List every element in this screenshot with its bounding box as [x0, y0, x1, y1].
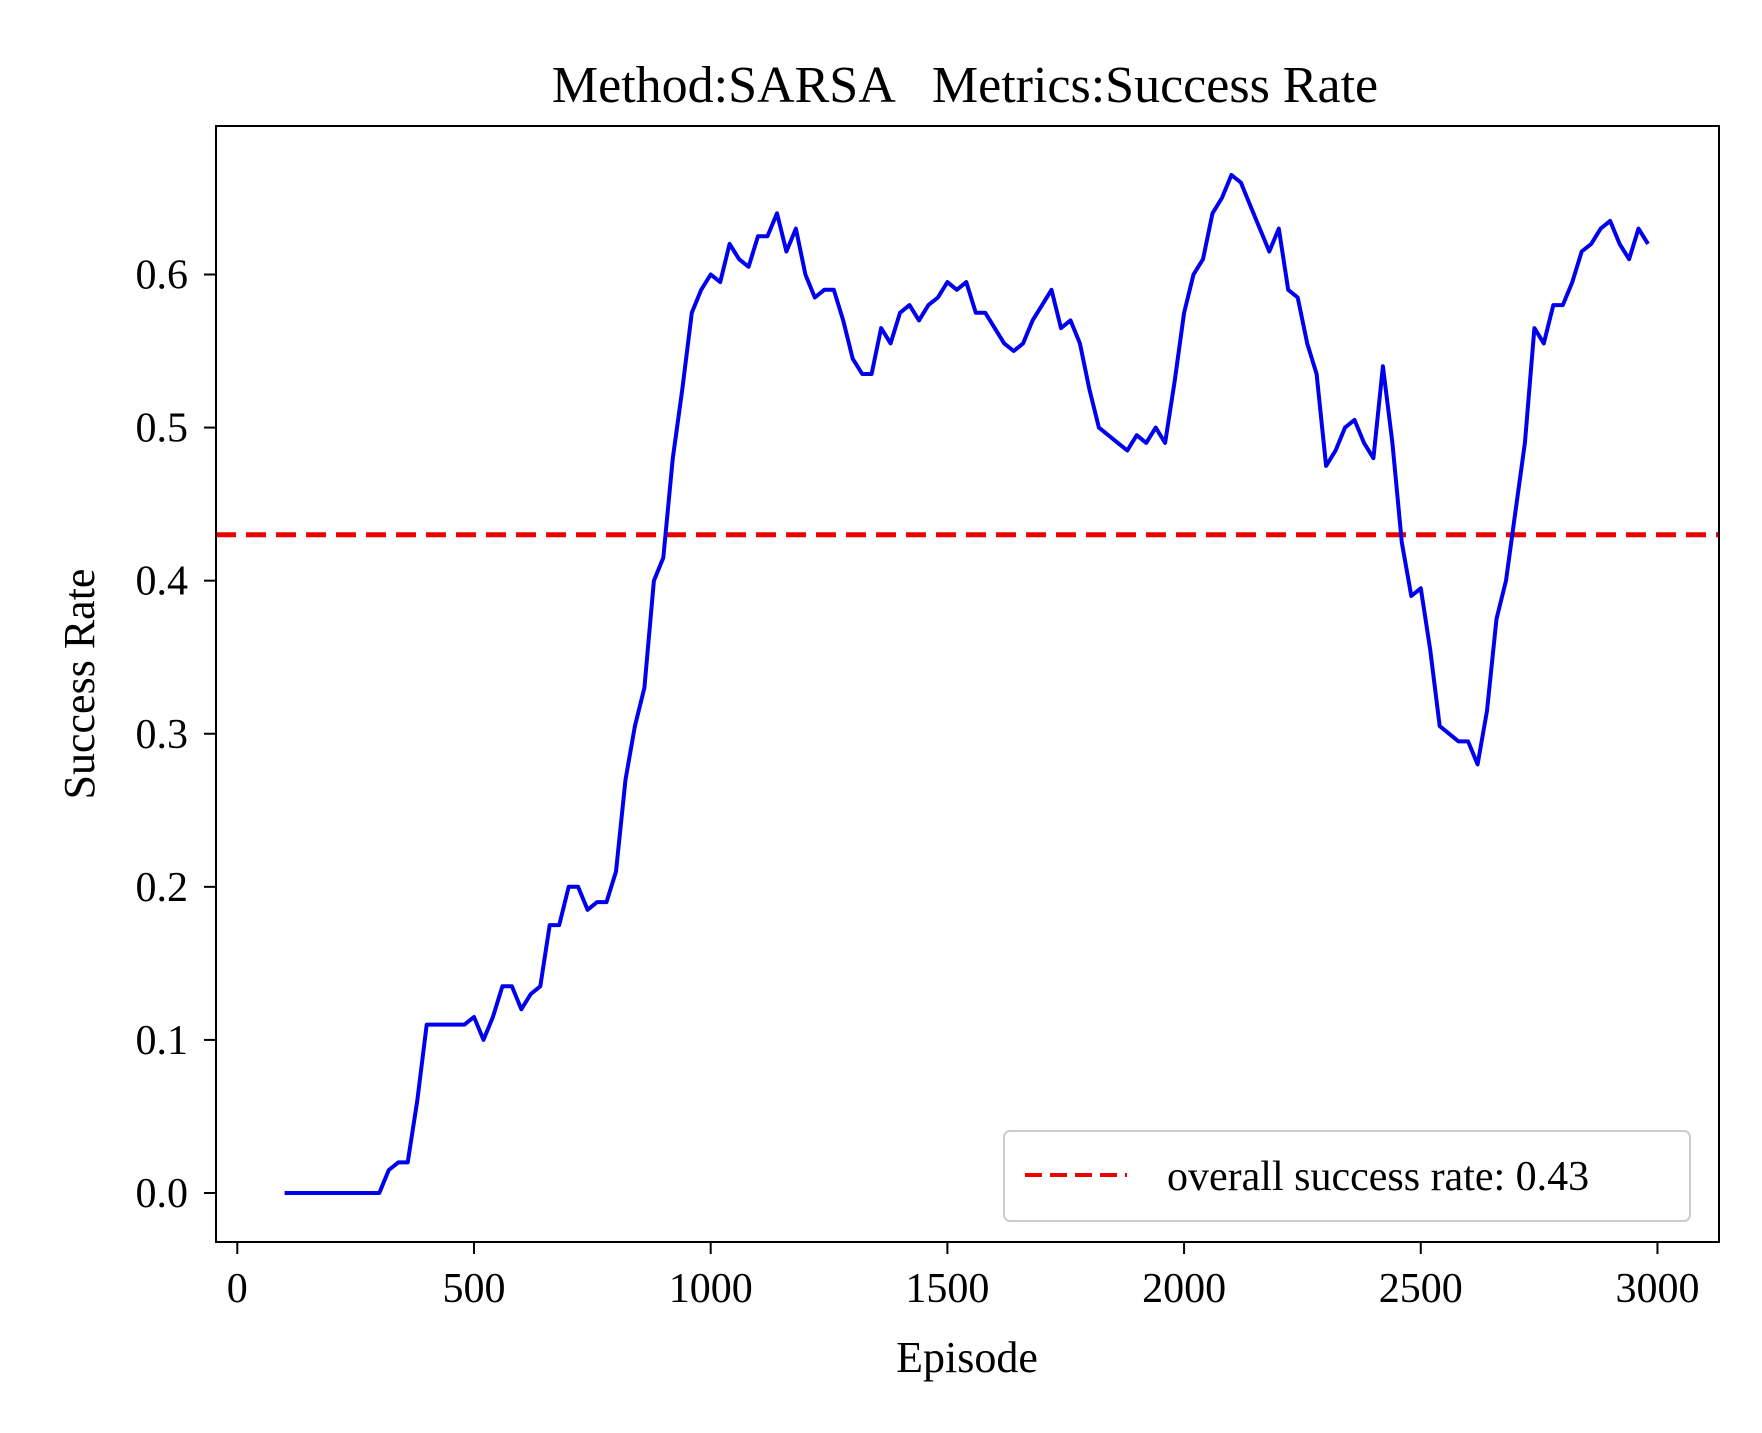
y-tick-label-0.1: 0.1 [136, 1018, 189, 1064]
x-tick-label-1500: 1500 [905, 1266, 989, 1312]
plot-area [215, 125, 1720, 1243]
x-tick-label-3000: 3000 [1615, 1266, 1699, 1312]
x-tick-label-1000: 1000 [669, 1266, 753, 1312]
y-axis-label: Success Rate [55, 569, 104, 800]
legend-box [1003, 1130, 1691, 1222]
legend: overall success rate: 0.43 [1003, 1130, 1691, 1222]
y-tick-label-0.3: 0.3 [136, 712, 189, 758]
x-tick-label-2500: 2500 [1379, 1266, 1463, 1312]
x-axis: 0 500 1000 1500 2000 2500 3000 [227, 1242, 1699, 1312]
plot-frame [215, 125, 1720, 1243]
x-tick-label-500: 500 [442, 1266, 505, 1312]
chart-title: Method:SARSA Metrics:Success Rate [552, 57, 1378, 114]
y-tick-label-0.6: 0.6 [136, 252, 189, 298]
y-tick-label-0.2: 0.2 [136, 865, 189, 911]
series-line-0 [284, 173, 1650, 1195]
x-tick-label-2000: 2000 [1142, 1266, 1226, 1312]
y-tick-label-0.4: 0.4 [136, 559, 189, 605]
series-layer [284, 173, 1650, 1195]
y-tick-label-0.0: 0.0 [136, 1171, 189, 1217]
x-axis-label: Episode [896, 1333, 1038, 1382]
legend-label-overall-success-rate: overall success rate: 0.43 [1167, 1154, 1589, 1200]
y-tick-label-0.5: 0.5 [136, 406, 189, 452]
y-axis: 0.0 0.1 0.2 0.3 0.4 0.5 0.6 [136, 252, 216, 1217]
x-tick-label-0: 0 [227, 1266, 248, 1312]
